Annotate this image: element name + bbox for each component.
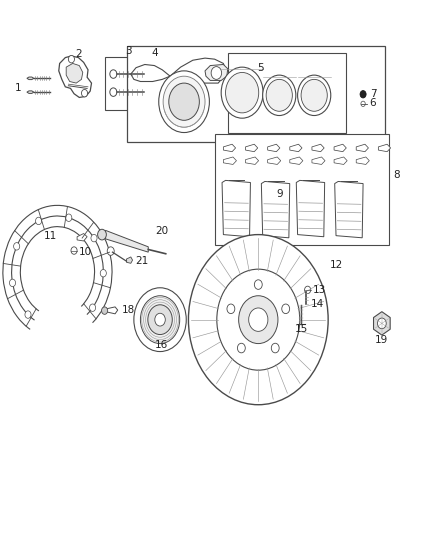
Circle shape <box>301 79 327 111</box>
Text: 12: 12 <box>329 261 343 270</box>
Polygon shape <box>246 157 258 165</box>
Polygon shape <box>223 144 236 152</box>
Polygon shape <box>374 312 390 335</box>
Circle shape <box>10 279 16 287</box>
Polygon shape <box>59 56 92 98</box>
Text: 8: 8 <box>393 170 399 180</box>
Circle shape <box>227 304 235 313</box>
Bar <box>106 56 153 110</box>
Text: 10: 10 <box>78 247 92 256</box>
Text: 4: 4 <box>151 48 158 58</box>
Circle shape <box>71 247 77 254</box>
Polygon shape <box>296 180 325 237</box>
Polygon shape <box>106 230 148 252</box>
Text: 21: 21 <box>135 256 148 266</box>
Circle shape <box>221 67 263 118</box>
Polygon shape <box>27 91 34 93</box>
Circle shape <box>163 76 205 127</box>
Circle shape <box>81 90 88 97</box>
Circle shape <box>110 88 117 96</box>
Circle shape <box>141 296 180 344</box>
Polygon shape <box>246 144 258 152</box>
Circle shape <box>304 286 311 294</box>
Circle shape <box>263 75 296 116</box>
Bar <box>215 134 389 245</box>
Polygon shape <box>261 181 290 238</box>
Polygon shape <box>66 63 83 83</box>
Circle shape <box>226 72 259 113</box>
Text: 6: 6 <box>370 98 376 108</box>
Circle shape <box>159 71 209 133</box>
Circle shape <box>211 67 222 79</box>
Polygon shape <box>77 233 87 241</box>
Polygon shape <box>268 157 281 165</box>
Polygon shape <box>335 181 363 238</box>
Polygon shape <box>290 157 303 165</box>
Circle shape <box>217 269 300 370</box>
Circle shape <box>91 235 97 242</box>
Circle shape <box>145 69 152 79</box>
Circle shape <box>102 307 108 314</box>
Text: 20: 20 <box>155 226 169 236</box>
Text: 15: 15 <box>294 324 308 334</box>
Polygon shape <box>27 77 34 79</box>
Polygon shape <box>106 307 118 314</box>
Circle shape <box>249 308 268 332</box>
Polygon shape <box>378 144 391 152</box>
Polygon shape <box>127 257 133 263</box>
Circle shape <box>68 55 74 63</box>
Text: 9: 9 <box>276 189 283 199</box>
Circle shape <box>360 91 366 98</box>
Polygon shape <box>205 64 228 80</box>
Circle shape <box>378 318 386 329</box>
Circle shape <box>282 304 290 313</box>
Text: 1: 1 <box>15 83 21 93</box>
Polygon shape <box>312 157 325 165</box>
Polygon shape <box>223 157 237 165</box>
Text: 2: 2 <box>75 49 82 59</box>
Circle shape <box>239 296 278 344</box>
Polygon shape <box>222 180 251 237</box>
Bar <box>228 53 346 133</box>
Circle shape <box>266 79 292 111</box>
Text: 16: 16 <box>155 340 168 350</box>
Circle shape <box>145 87 152 97</box>
Circle shape <box>254 280 262 289</box>
Circle shape <box>361 101 365 107</box>
Polygon shape <box>268 144 280 152</box>
Text: 13: 13 <box>313 285 327 295</box>
Bar <box>127 46 385 142</box>
Circle shape <box>148 305 172 335</box>
Circle shape <box>169 83 199 120</box>
Circle shape <box>188 235 328 405</box>
Circle shape <box>237 343 245 353</box>
Circle shape <box>89 304 95 311</box>
Circle shape <box>66 214 72 221</box>
Text: 3: 3 <box>125 46 132 56</box>
Polygon shape <box>131 58 226 83</box>
Polygon shape <box>356 157 369 165</box>
Polygon shape <box>312 144 324 152</box>
Circle shape <box>155 313 165 326</box>
Text: 19: 19 <box>375 335 389 345</box>
Circle shape <box>134 288 186 352</box>
Circle shape <box>98 229 106 240</box>
Circle shape <box>110 70 117 78</box>
Text: 18: 18 <box>122 305 135 315</box>
Circle shape <box>35 217 42 224</box>
Circle shape <box>107 247 114 255</box>
Circle shape <box>100 270 106 277</box>
Polygon shape <box>290 144 302 152</box>
Circle shape <box>271 343 279 353</box>
Circle shape <box>297 75 331 116</box>
Polygon shape <box>334 144 346 152</box>
Text: 11: 11 <box>44 231 57 241</box>
Polygon shape <box>334 157 347 165</box>
Text: 7: 7 <box>370 88 376 99</box>
Circle shape <box>25 311 31 318</box>
Polygon shape <box>356 144 368 152</box>
Text: 5: 5 <box>257 63 264 73</box>
Text: 14: 14 <box>311 298 324 309</box>
Circle shape <box>14 243 20 250</box>
